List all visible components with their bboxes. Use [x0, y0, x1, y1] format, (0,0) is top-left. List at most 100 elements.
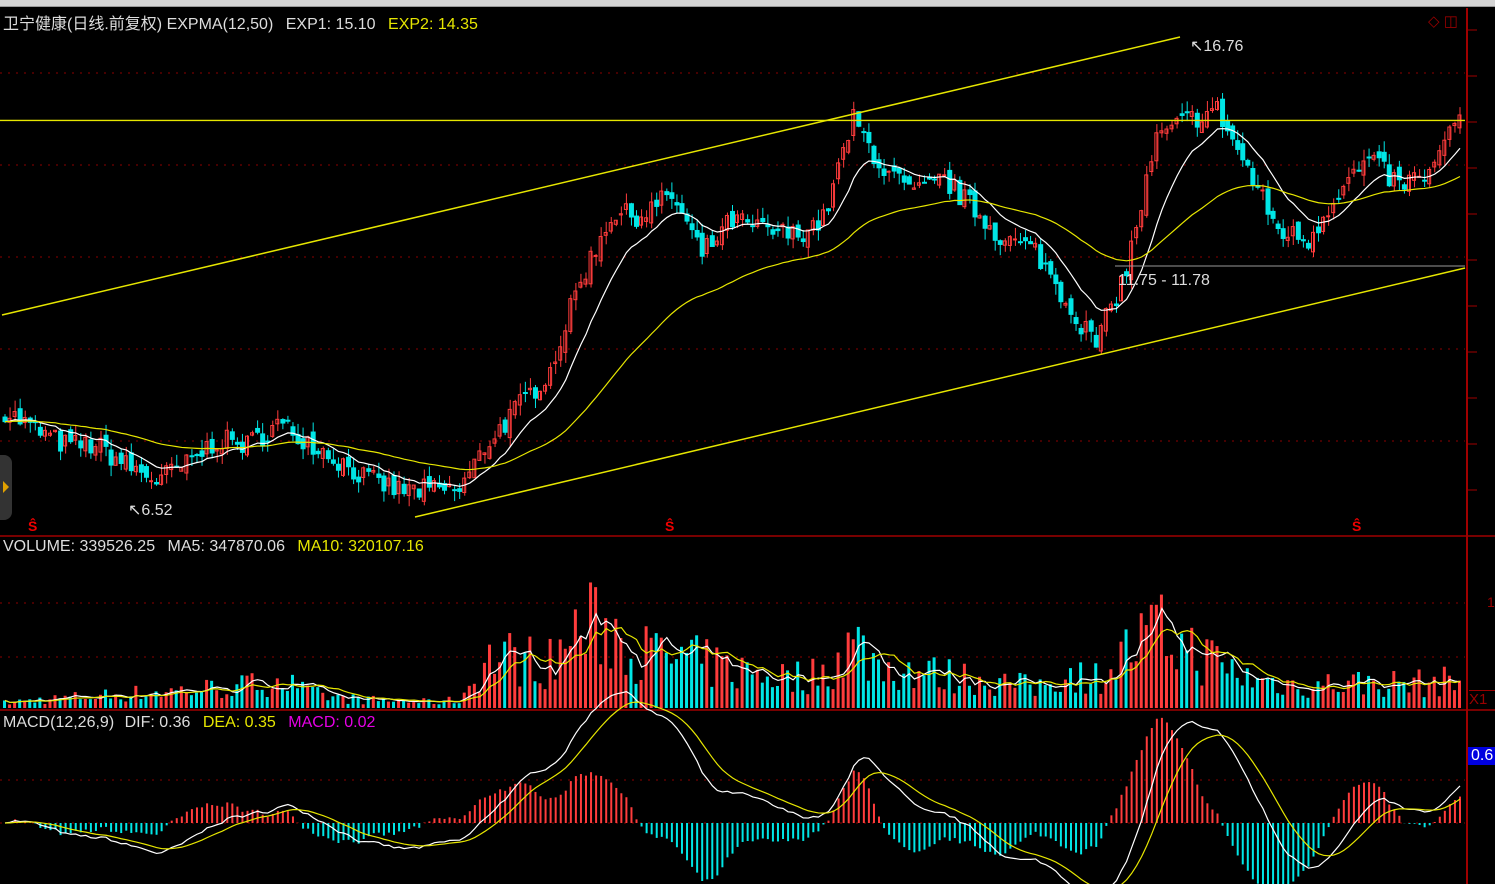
candle-down [1184, 111, 1190, 114]
candle-down [1235, 140, 1241, 150]
candle-up [1169, 124, 1174, 130]
candle-down [426, 476, 432, 488]
volume-bar [68, 696, 72, 708]
volume-bar [851, 639, 855, 708]
candle-up [548, 367, 553, 386]
volume-bar [1377, 689, 1381, 708]
volume-bar [427, 699, 431, 708]
candle-down [760, 217, 766, 223]
volume-bar [331, 696, 335, 708]
volume-bar [1316, 681, 1320, 708]
volume-bar [215, 690, 219, 708]
candle-up [841, 147, 846, 160]
volume-bar [321, 692, 325, 708]
volume-bar [366, 696, 370, 708]
volume-bar [978, 676, 982, 708]
candle-up [987, 225, 992, 230]
volume-bar [715, 647, 719, 708]
expand-panel-handle[interactable] [0, 455, 12, 520]
volume-bar [114, 694, 118, 708]
volume-bar [1417, 669, 1421, 708]
volume-bar [932, 657, 936, 708]
volume-bar [250, 673, 254, 708]
volume-bar [38, 697, 42, 708]
candle-up [421, 478, 426, 502]
split-window-icon[interactable]: ◫ [1443, 13, 1458, 30]
candle-down [234, 441, 240, 445]
candle-up [568, 298, 573, 332]
candle-down [452, 489, 458, 492]
volume-bar [402, 700, 406, 708]
volume-bar [912, 688, 916, 708]
volume-bar [48, 699, 52, 708]
candle-up [63, 434, 68, 447]
candle-down [1245, 159, 1251, 166]
candle-up [1361, 160, 1366, 176]
signal-marker[interactable]: Ŝ [28, 518, 38, 534]
candle-up [123, 455, 128, 470]
volume-bar [973, 694, 976, 708]
volume-bar [629, 658, 633, 708]
candle-down [1240, 143, 1246, 161]
volume-bar [144, 696, 148, 708]
volume-bar [745, 662, 749, 708]
volume-bar [1154, 604, 1158, 708]
signal-marker[interactable]: Ŝ [665, 518, 675, 534]
candle-down [967, 189, 973, 196]
volume-bar [93, 698, 97, 708]
candle-up [1154, 132, 1159, 162]
candle-up [1204, 111, 1209, 128]
volume-bar [619, 637, 623, 708]
volume-bar [381, 698, 385, 708]
candle-down [785, 226, 791, 239]
volume-bar [417, 703, 421, 708]
volume-bar [407, 702, 411, 708]
candle-down [765, 224, 771, 228]
candle-down [1048, 261, 1054, 275]
volume-bar [442, 700, 446, 708]
candle-up [1134, 227, 1139, 239]
candle-up [724, 214, 729, 231]
macd-panel-header: MACD(12,26,9) DIF: 0.36 DEA: 0.35 MACD: … [3, 714, 383, 732]
volume-bar [654, 633, 658, 708]
volume-bar [1058, 691, 1062, 708]
diamond-icon[interactable]: ◇ [1428, 13, 1440, 30]
volume-bar [1412, 677, 1416, 708]
candle-up [1432, 161, 1437, 168]
volume-bar [53, 695, 57, 708]
candle-up [977, 215, 982, 219]
volume-bar [1422, 697, 1426, 708]
candle-up [593, 254, 598, 257]
candle-down [871, 145, 877, 165]
candle-up [431, 480, 436, 492]
volume-bar [998, 678, 1002, 708]
volume-bar [296, 688, 300, 708]
candle-down [1023, 237, 1029, 242]
volume-bar [1437, 696, 1441, 708]
candle-down [1396, 166, 1402, 181]
candle-up [846, 140, 851, 153]
candle-up [1119, 276, 1124, 302]
volume-bar [725, 655, 729, 708]
candle-down [315, 450, 321, 455]
signal-marker[interactable]: Ŝ [1352, 518, 1362, 534]
candle-up [1351, 168, 1356, 174]
volume-bar [1089, 683, 1093, 708]
volume-bar [1356, 671, 1360, 708]
volume-bar [583, 653, 587, 708]
volume-bar [270, 688, 274, 708]
candle-up [1002, 240, 1007, 246]
volume-bar [730, 681, 734, 708]
volume-bar [1013, 687, 1017, 708]
volume-bar [1220, 662, 1224, 708]
range-annotation: 11.75 - 11.78 [1118, 272, 1210, 289]
volume-bar [1250, 687, 1254, 708]
volume-bar [1018, 672, 1022, 708]
volume-bar [1266, 678, 1270, 708]
volume-bar [1372, 680, 1376, 708]
volume-bar [124, 701, 128, 708]
candle-up [608, 222, 613, 232]
volume-bar [88, 699, 92, 708]
volume-bar [1028, 684, 1032, 708]
